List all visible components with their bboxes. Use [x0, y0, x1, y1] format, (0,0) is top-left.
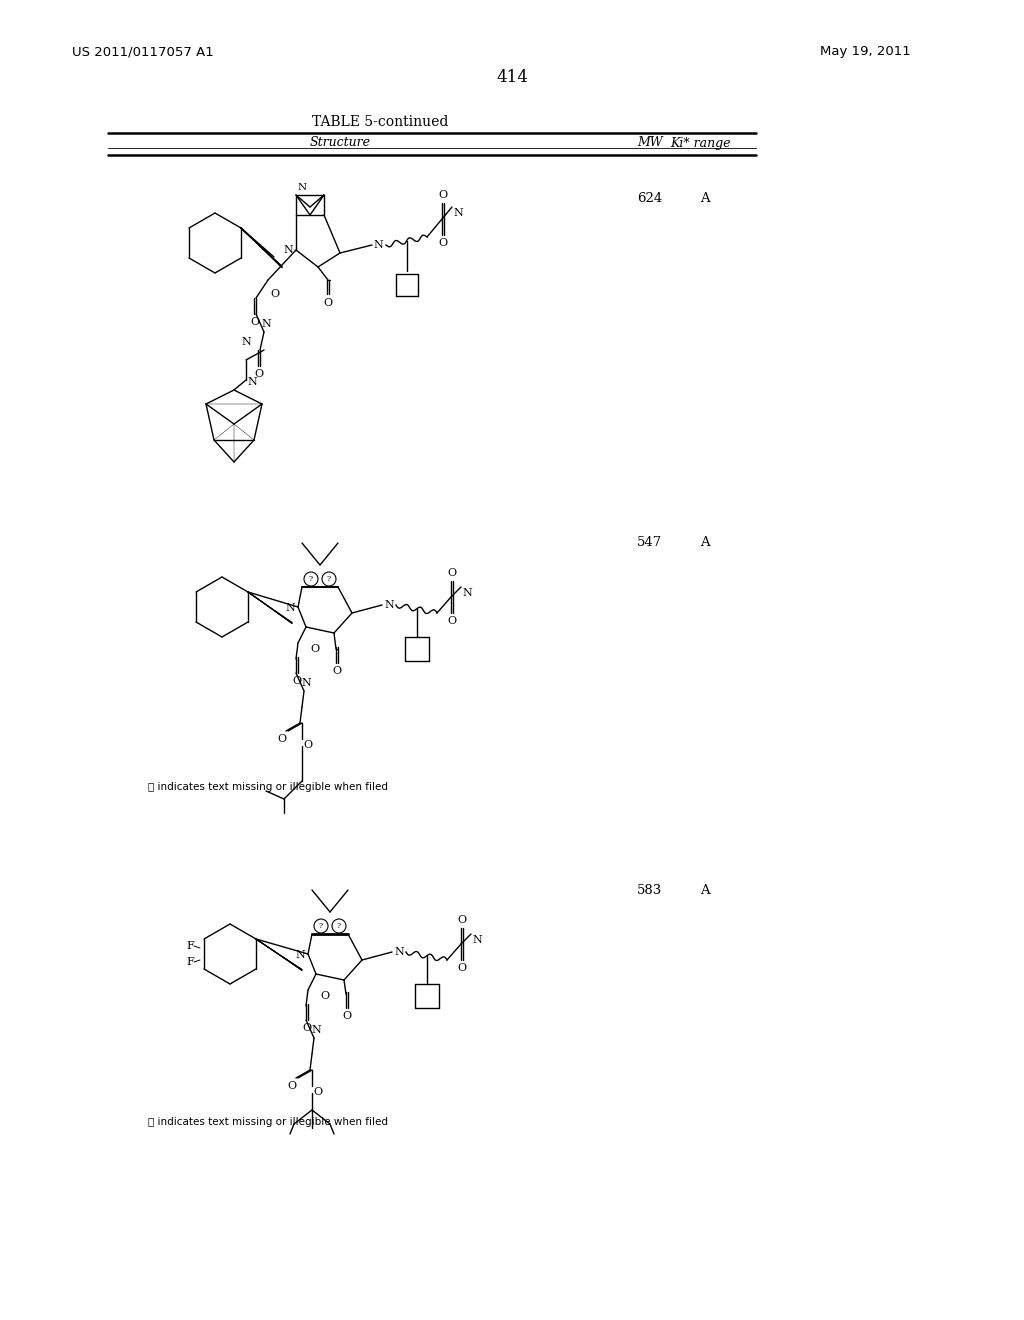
Text: N: N: [261, 319, 271, 329]
Text: O: O: [342, 1011, 351, 1020]
Text: O: O: [310, 644, 319, 653]
Text: TABLE 5-continued: TABLE 5-continued: [312, 115, 449, 129]
Text: O: O: [254, 370, 263, 379]
Text: ⓖ indicates text missing or illegible when filed: ⓖ indicates text missing or illegible wh…: [148, 1117, 388, 1127]
Text: 547: 547: [637, 536, 663, 549]
Text: O: O: [293, 676, 301, 686]
Text: O: O: [278, 734, 287, 744]
Text: N: N: [285, 603, 295, 612]
Text: Structure: Structure: [309, 136, 371, 149]
Text: A: A: [700, 883, 710, 896]
Text: 414: 414: [496, 70, 528, 87]
Text: Ki* range: Ki* range: [670, 136, 730, 149]
Text: N: N: [247, 378, 257, 387]
Text: 624: 624: [637, 191, 663, 205]
Text: ?: ?: [309, 576, 313, 583]
Text: O: O: [288, 1081, 297, 1092]
Text: O: O: [303, 741, 312, 750]
Text: O: O: [324, 298, 333, 308]
Text: O: O: [313, 1086, 323, 1097]
Text: O: O: [447, 568, 457, 578]
Text: ?: ?: [337, 921, 341, 931]
Text: N: N: [373, 240, 383, 249]
Text: N: N: [295, 950, 305, 960]
Text: 583: 583: [637, 883, 663, 896]
Text: F: F: [186, 957, 194, 968]
Text: ⓖ indicates text missing or illegible when filed: ⓖ indicates text missing or illegible wh…: [148, 781, 388, 792]
Text: N: N: [462, 587, 472, 598]
Text: A: A: [700, 191, 710, 205]
Text: N: N: [297, 182, 306, 191]
Text: A: A: [700, 536, 710, 549]
Text: US 2011/0117057 A1: US 2011/0117057 A1: [72, 45, 214, 58]
Text: MW: MW: [637, 136, 663, 149]
Text: N: N: [384, 601, 394, 610]
Text: O: O: [270, 289, 280, 300]
Text: May 19, 2011: May 19, 2011: [820, 45, 910, 58]
Text: N: N: [394, 946, 403, 957]
Text: O: O: [438, 238, 447, 248]
Text: O: O: [438, 190, 447, 201]
Text: ?: ?: [318, 921, 323, 931]
Text: O: O: [319, 991, 329, 1001]
Text: N: N: [472, 935, 482, 945]
Text: O: O: [302, 1023, 311, 1034]
Text: F: F: [186, 941, 194, 950]
Text: O: O: [251, 317, 259, 327]
Text: N: N: [241, 337, 251, 347]
Text: N: N: [301, 678, 311, 688]
Text: N: N: [283, 246, 293, 255]
Text: O: O: [333, 667, 342, 676]
Text: O: O: [447, 616, 457, 626]
Text: O: O: [458, 964, 467, 973]
Text: O: O: [458, 915, 467, 925]
Text: N: N: [454, 209, 463, 218]
Text: N: N: [311, 1026, 321, 1035]
Text: ?: ?: [327, 576, 331, 583]
